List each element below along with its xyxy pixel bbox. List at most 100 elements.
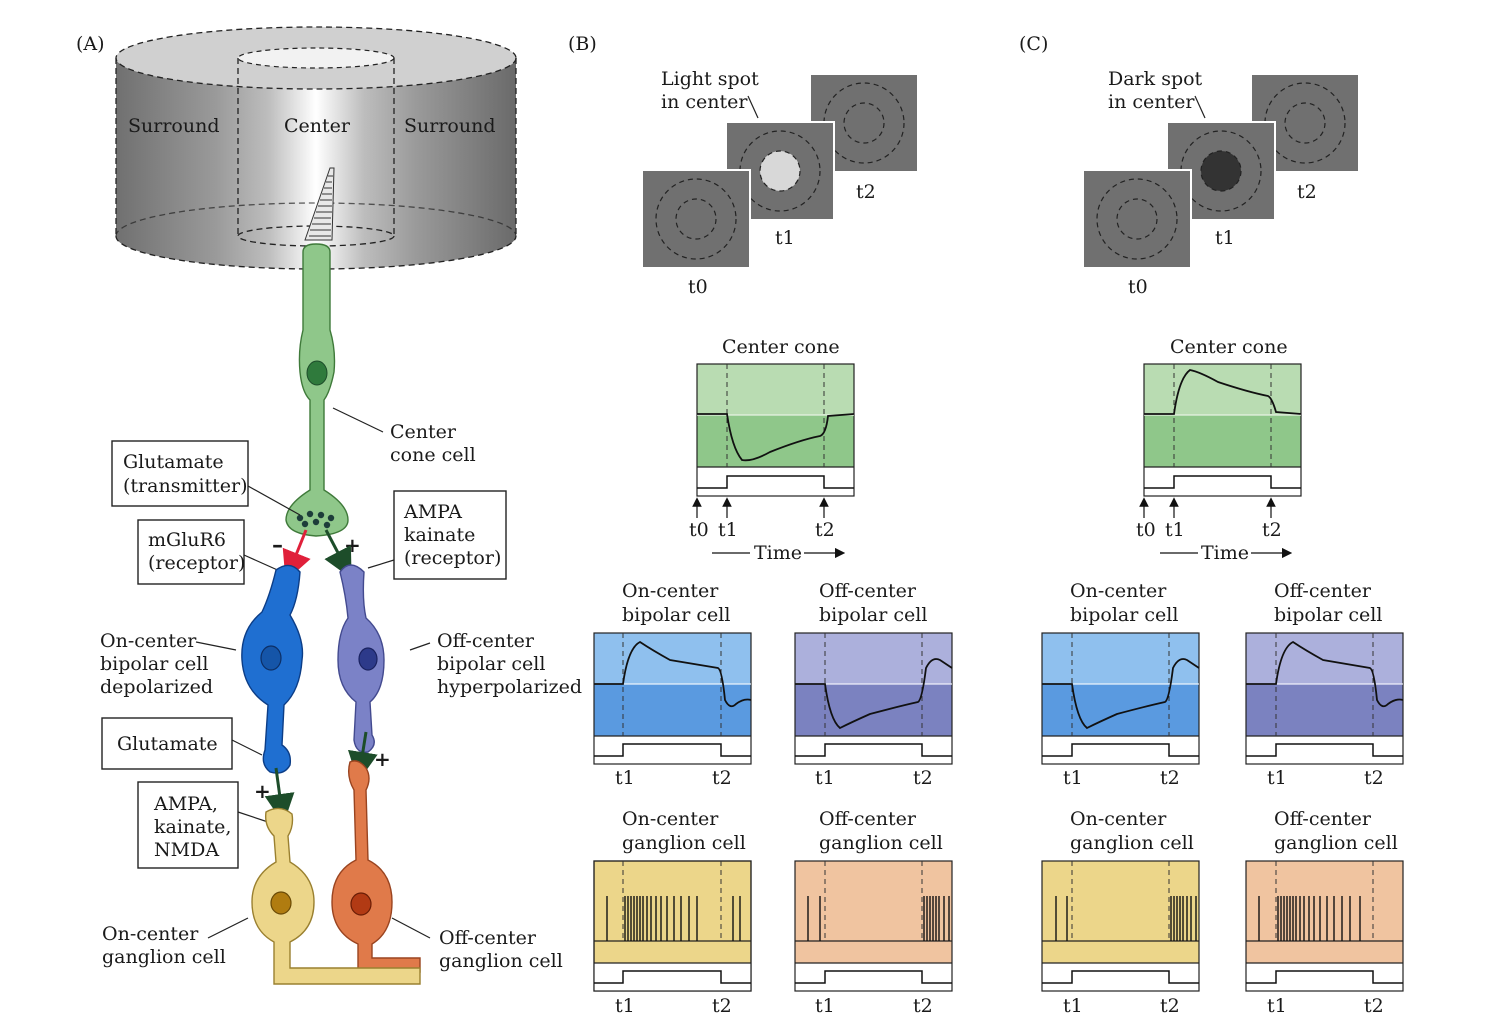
svg-text:On-center: On-center	[622, 580, 719, 602]
svg-text:On-center: On-center	[102, 923, 199, 945]
svg-text:t2: t2	[712, 767, 732, 789]
svg-text:t0: t0	[1136, 519, 1156, 541]
dark-spot	[1200, 150, 1242, 192]
svg-text:Center cone: Center cone	[1170, 336, 1288, 358]
svg-text:t2: t2	[1262, 519, 1282, 541]
on-center-bipolar-cell: On-center bipolar cell depolarized	[100, 564, 304, 774]
svg-text:ganglion cell: ganglion cell	[102, 946, 226, 968]
svg-text:t1: t1	[1063, 995, 1083, 1017]
svg-text:t1: t1	[1165, 519, 1185, 541]
svg-text:(receptor): (receptor)	[404, 547, 501, 569]
svg-text:Time: Time	[1201, 542, 1249, 564]
panel-b-label: (B)	[568, 33, 597, 55]
svg-text:Off-center: Off-center	[819, 580, 917, 602]
off-bipolar-trace-b: Off-center bipolar cell t1 t2	[794, 580, 953, 789]
inhibitory-arrow	[282, 529, 311, 582]
svg-text:bipolar cell: bipolar cell	[622, 604, 730, 626]
off-bipolar-trace-c: Off-center bipolar cell t1 t2	[1245, 580, 1404, 789]
on-ganglion-trace-b: On-center ganglion cell t1	[593, 808, 752, 1017]
svg-text:bipolar cell: bipolar cell	[100, 653, 208, 675]
off-ganglion-trace-c: Off-center ganglion cell t1	[1245, 808, 1404, 1017]
mglur6-callout: mGluR6 (receptor)	[137, 519, 283, 585]
svg-text:t1: t1	[615, 767, 635, 789]
excitatory-arrow-2	[264, 767, 295, 824]
svg-text:t2: t2	[1364, 767, 1384, 789]
surround-right-label: Surround	[404, 115, 496, 137]
svg-text:t1: t1	[1215, 227, 1235, 249]
svg-text:ganglion cell: ganglion cell	[819, 832, 943, 854]
panel-c-label: (C)	[1019, 33, 1048, 55]
svg-text:bipolar cell: bipolar cell	[819, 604, 927, 626]
svg-text:t1: t1	[775, 227, 795, 249]
svg-text:in center: in center	[1108, 91, 1195, 113]
svg-text:t2: t2	[913, 995, 933, 1017]
svg-text:(receptor): (receptor)	[148, 552, 245, 574]
light-spot	[759, 150, 801, 192]
minus-sign: –	[272, 532, 283, 558]
svg-text:t2: t2	[712, 995, 732, 1017]
svg-text:On-center: On-center	[1070, 808, 1167, 830]
svg-text:AMPA: AMPA	[403, 501, 462, 523]
svg-text:Dark spot: Dark spot	[1108, 68, 1203, 90]
spike-train	[606, 896, 741, 941]
svg-text:bipolar cell: bipolar cell	[1274, 604, 1382, 626]
svg-text:AMPA,: AMPA,	[153, 793, 218, 815]
surround-left-label: Surround	[128, 115, 220, 137]
svg-text:t1: t1	[1267, 767, 1287, 789]
glutamate-transmitter-callout: Glutamate (transmitter)	[111, 440, 301, 516]
stimulus-sequence-c: Dark spot in center t2 t1 t0	[1082, 68, 1360, 298]
svg-text:Off-center: Off-center	[439, 927, 537, 949]
svg-text:ganglion cell: ganglion cell	[622, 832, 746, 854]
svg-text:t1: t1	[815, 767, 835, 789]
svg-text:t1: t1	[1063, 767, 1083, 789]
plus-sign-3: +	[374, 747, 391, 771]
svg-text:depolarized: depolarized	[100, 676, 213, 698]
off-ganglion-trace-b: Off-center ganglion cell t1 t2	[794, 808, 953, 1017]
svg-text:NMDA: NMDA	[154, 839, 219, 861]
svg-text:t0: t0	[1128, 276, 1148, 298]
receptive-field-cylinder: Surround Center Surround	[115, 26, 517, 270]
on-bipolar-trace-c: On-center bipolar cell t1 t2	[1041, 580, 1200, 789]
svg-text:Glutamate: Glutamate	[117, 733, 218, 755]
svg-text:t0: t0	[688, 276, 708, 298]
svg-text:Off-center: Off-center	[819, 808, 917, 830]
svg-text:t2: t2	[913, 767, 933, 789]
svg-text:t2: t2	[856, 181, 876, 203]
panel-a-label: (A)	[76, 33, 105, 55]
svg-text:t2: t2	[1160, 995, 1180, 1017]
cone-cell-label-2: cone cell	[390, 444, 476, 466]
ampa-kainate-nmda-callout: AMPA, kainate, NMDA	[137, 781, 269, 869]
svg-text:kainate,: kainate,	[154, 816, 231, 838]
svg-text:t1: t1	[718, 519, 738, 541]
svg-text:t2: t2	[1364, 995, 1384, 1017]
svg-text:in center: in center	[661, 91, 748, 113]
svg-text:bipolar cell: bipolar cell	[437, 653, 545, 675]
svg-text:ganglion cell: ganglion cell	[439, 950, 563, 972]
on-ganglion-trace-c: On-center ganglion cell t1 t2	[1041, 808, 1200, 1017]
spike-train	[807, 896, 950, 941]
center-label: Center	[284, 115, 351, 137]
panel-c: (C) Dark spot in center t2 t1 t0 Center …	[1019, 33, 1404, 1017]
svg-text:On-center: On-center	[1070, 580, 1167, 602]
panel-a: (A) Surround Center Surround	[76, 26, 582, 985]
svg-text:Off-center: Off-center	[1274, 808, 1372, 830]
svg-text:t2: t2	[1297, 181, 1317, 203]
svg-text:On-center: On-center	[622, 808, 719, 830]
center-cone-trace-c: Center cone t0 t1 t2 Time	[1136, 336, 1302, 564]
svg-text:t1: t1	[815, 995, 835, 1017]
plus-sign-2: +	[254, 779, 271, 803]
svg-text:t2: t2	[815, 519, 835, 541]
on-bipolar-trace-b: On-center bipolar cell t1 t2	[593, 580, 752, 789]
excitatory-arrow-1	[324, 529, 352, 579]
center-cone-cell: Center cone cell	[285, 167, 476, 537]
spike-train	[1055, 896, 1197, 941]
spike-train	[1258, 896, 1361, 941]
on-center-ganglion-cell: On-center ganglion cell	[102, 807, 421, 985]
svg-text:Off-center: Off-center	[1274, 580, 1372, 602]
svg-text:Light spot: Light spot	[661, 68, 759, 90]
svg-text:Off-center: Off-center	[437, 630, 535, 652]
svg-text:hyperpolarized: hyperpolarized	[437, 676, 582, 698]
stimulus-sequence-b: Light spot in center t2 t1 t0	[641, 68, 919, 298]
ampa-kainate-receptor-callout: AMPA kainate (receptor)	[367, 490, 507, 580]
